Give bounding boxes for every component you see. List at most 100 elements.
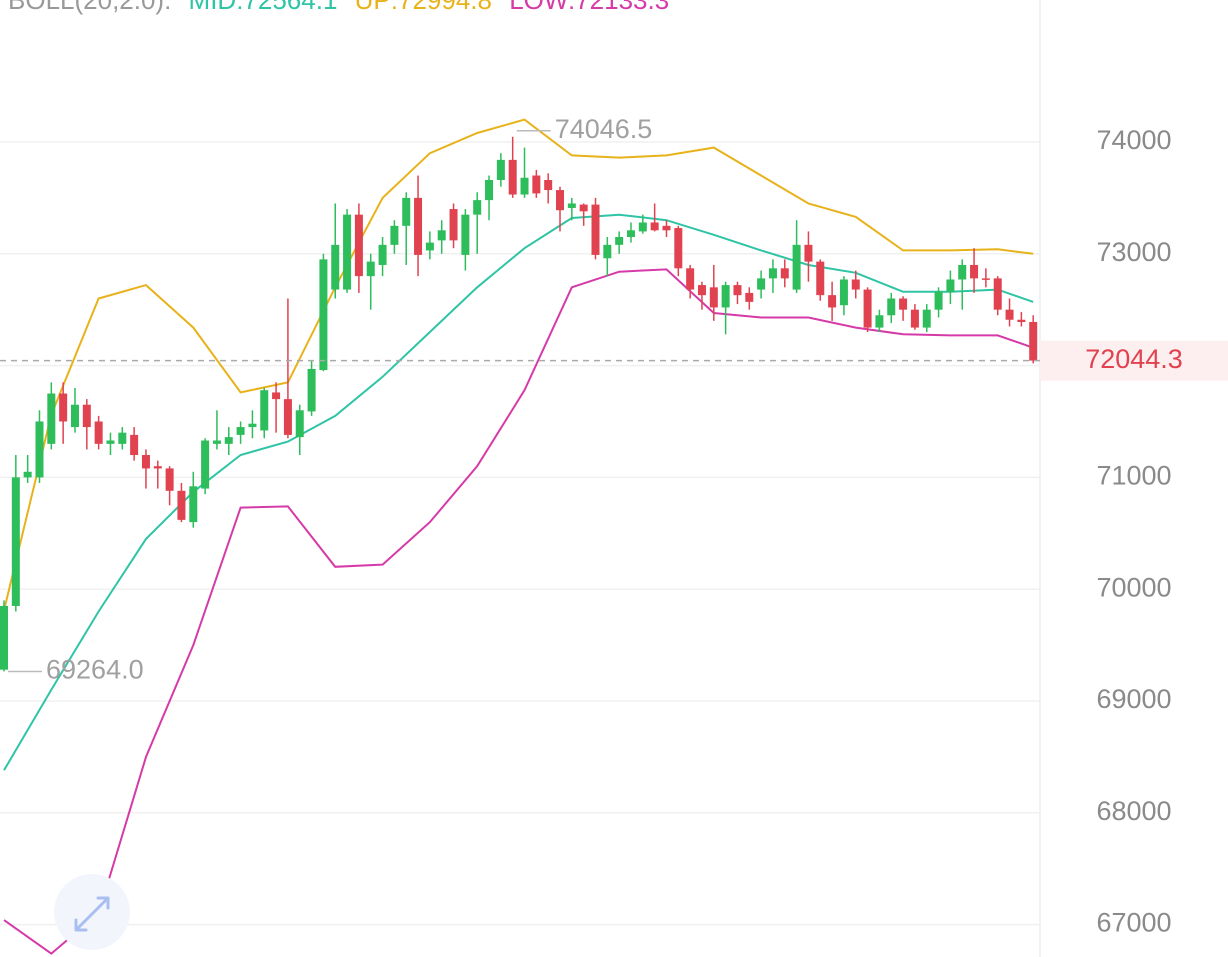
candle-body xyxy=(626,230,635,238)
candle-body xyxy=(839,279,848,306)
candle-body xyxy=(638,222,647,232)
candle-body xyxy=(603,244,612,259)
candle-body xyxy=(733,285,742,296)
candle-body xyxy=(212,440,221,444)
y-tick-label: 73000 xyxy=(1096,237,1171,267)
candle-body xyxy=(414,197,423,255)
candle-body xyxy=(236,427,245,435)
last-price-bg xyxy=(1040,340,1228,381)
candles xyxy=(0,136,1038,672)
candle-body xyxy=(473,200,482,215)
candle-body xyxy=(272,392,281,400)
candle-body xyxy=(307,368,316,412)
candle-body xyxy=(106,440,115,444)
candle-body xyxy=(650,222,659,231)
candle-body xyxy=(70,404,79,428)
candle-body xyxy=(165,468,174,491)
candle-body xyxy=(283,399,292,435)
indicator-low: LOW:72133.3 xyxy=(509,0,669,15)
candle-body xyxy=(556,190,565,211)
candle-body xyxy=(686,268,695,290)
candle-body xyxy=(1005,309,1014,320)
candle-body xyxy=(792,244,801,290)
candle-body xyxy=(425,242,434,251)
y-tick-label: 67000 xyxy=(1096,908,1171,938)
candle-body xyxy=(875,315,884,328)
candle-body xyxy=(697,285,706,296)
candle-body xyxy=(579,204,588,212)
band-line xyxy=(3,118,1034,611)
candle-body xyxy=(23,471,32,478)
candle-body xyxy=(224,437,233,444)
candle-body xyxy=(922,309,931,328)
annotation-label: 69264.0 xyxy=(46,655,144,685)
candle-body xyxy=(1029,321,1038,361)
candle-body xyxy=(591,204,600,255)
candle-body xyxy=(118,432,127,444)
candle-body xyxy=(177,490,186,520)
expand-icon[interactable] xyxy=(74,896,110,932)
candle-body xyxy=(674,228,683,269)
candle-body xyxy=(851,279,860,290)
candle-body xyxy=(816,261,825,296)
candle-body xyxy=(201,440,210,489)
candle-body xyxy=(958,264,967,280)
candle-body xyxy=(520,177,529,195)
expand-button[interactable] xyxy=(54,874,130,950)
candle-body xyxy=(35,421,44,478)
y-tick-label: 68000 xyxy=(1096,796,1171,826)
candle-body xyxy=(615,237,624,245)
candle-body xyxy=(331,244,340,290)
candle-body xyxy=(248,423,257,428)
candle-body xyxy=(354,214,363,277)
candle-body xyxy=(59,393,68,422)
candle-body xyxy=(0,605,8,670)
overlay: 72044.3 74046.5 69264.0 xyxy=(0,114,1228,685)
candle-body xyxy=(390,225,399,245)
candle-body xyxy=(260,390,269,431)
y-tick-label: 69000 xyxy=(1096,684,1171,714)
candle-body xyxy=(934,291,943,310)
indicator-header: BOLL(20,2.0): MID:72564.1 UP:72994.8 LOW… xyxy=(8,0,669,15)
candle-body xyxy=(141,455,150,469)
candle-body xyxy=(709,287,718,308)
candle-body xyxy=(366,261,375,277)
candle-body xyxy=(768,268,777,279)
candle-body xyxy=(11,477,20,606)
candle-body xyxy=(993,278,1002,310)
candle-body xyxy=(804,244,813,262)
candle-body xyxy=(863,289,872,328)
indicator-up: UP:72994.8 xyxy=(355,0,492,15)
candle-body xyxy=(567,203,576,208)
last-price-label: 72044.3 xyxy=(1085,344,1183,374)
candle-body xyxy=(343,214,352,290)
candle-body xyxy=(780,268,789,279)
candle-body xyxy=(437,230,446,241)
candle-body xyxy=(662,225,671,231)
annotation-label: 74046.5 xyxy=(555,114,653,144)
candle-body xyxy=(899,298,908,310)
grid: 6700068000690007000071000720007300074000 xyxy=(0,125,1172,938)
candle-body xyxy=(295,410,304,438)
y-tick-label: 71000 xyxy=(1096,461,1171,491)
candle-body xyxy=(910,309,919,328)
candle-body xyxy=(745,292,754,302)
candle-body xyxy=(402,197,411,226)
y-tick-label: 74000 xyxy=(1096,125,1171,155)
y-tick-label: 70000 xyxy=(1096,572,1171,602)
candle-body xyxy=(189,486,198,523)
candle-body xyxy=(887,298,896,316)
candle-body xyxy=(485,179,494,201)
band-line xyxy=(3,268,1034,955)
candle-body xyxy=(946,279,955,292)
candle-body xyxy=(461,214,470,255)
candle-body xyxy=(94,421,103,444)
candle-body xyxy=(970,264,979,279)
candle-body xyxy=(319,259,328,371)
candle-body xyxy=(130,434,139,456)
indicator-mid: MID:72564.1 xyxy=(189,0,338,15)
candle-body xyxy=(153,466,162,469)
candle-body xyxy=(508,159,517,195)
